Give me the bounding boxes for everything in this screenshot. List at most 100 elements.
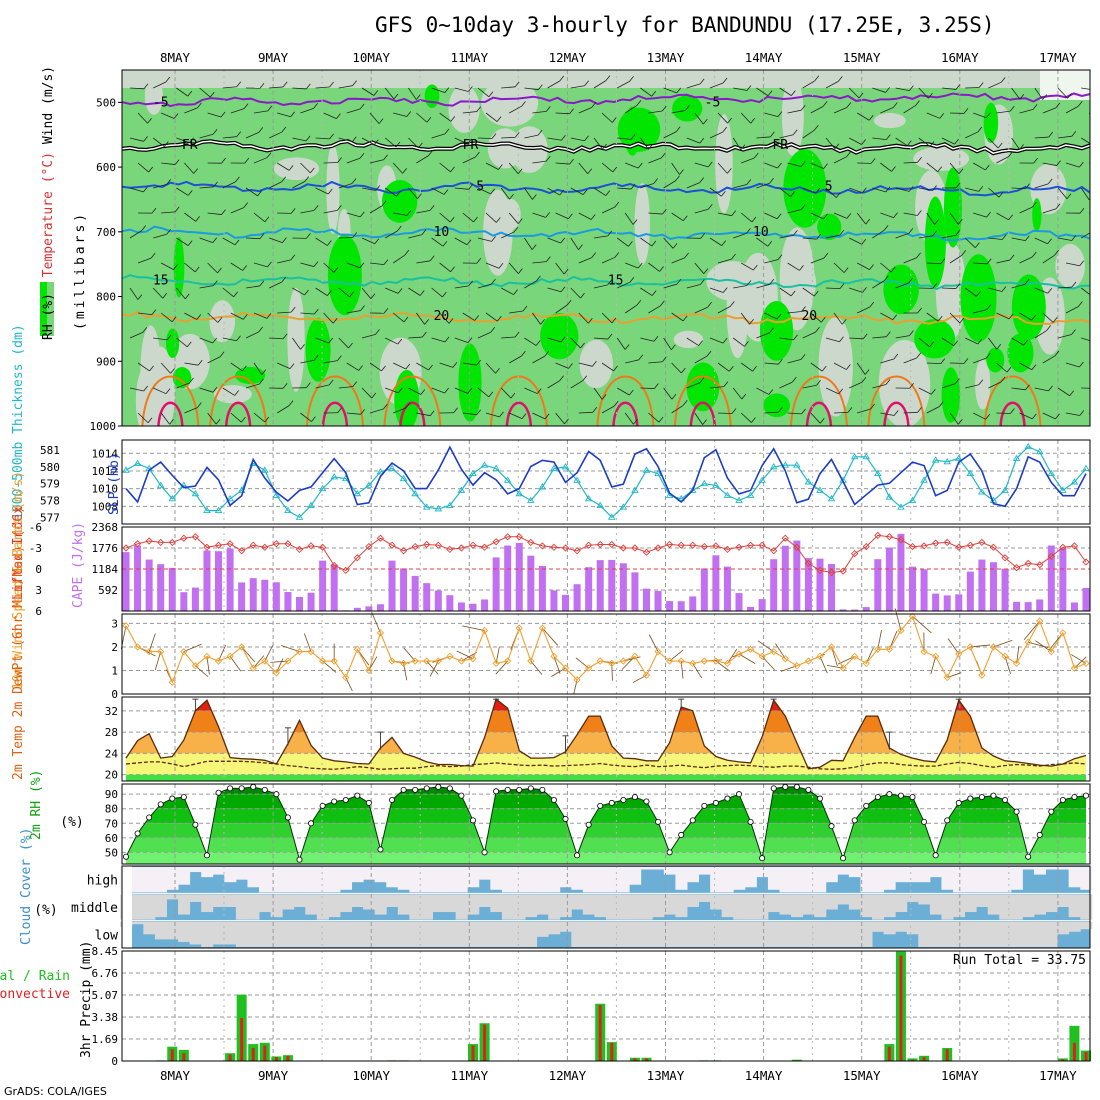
cloud-gap-middle <box>744 894 757 920</box>
wind-speed-point <box>145 648 153 656</box>
upper-wind-barb <box>926 112 940 119</box>
upper-wind-barb-flag <box>1031 201 1037 208</box>
cape-bar <box>203 550 211 611</box>
upper-wind-barb-flag <box>985 414 991 420</box>
lifted-index-point <box>746 541 755 549</box>
isotherm-label-20: 20 <box>801 309 817 324</box>
rh-moist-patch <box>327 234 362 316</box>
upper-wind-barb-flag <box>582 375 588 381</box>
rh-point <box>412 786 419 793</box>
isotherm-label--5: -5 <box>153 95 169 110</box>
upper-wind-barb-flag <box>658 416 664 423</box>
upper-wind-barb <box>292 87 307 90</box>
lifted-index-point <box>989 543 998 551</box>
upper-wind-barb-flag <box>986 352 991 359</box>
precip-convective-bar <box>240 1018 244 1061</box>
upper-wind-barb-flag <box>890 266 896 273</box>
upper-wind-barb <box>431 87 445 94</box>
date-bottom-17MAY: 17MAY <box>1039 1068 1077 1083</box>
upper-wind-barb-flag <box>189 377 194 384</box>
lifted-index-point <box>1047 552 1055 561</box>
isotherm-25-loop <box>983 375 1042 426</box>
upper-wind-barb <box>129 87 145 90</box>
upper-wind-barb-flag <box>509 194 514 200</box>
slp-tick-1008: 1008 <box>92 500 119 513</box>
wind-speed-point <box>527 657 535 665</box>
upper-wind-barb-flag <box>264 216 270 223</box>
upper-wind-barb-flag <box>985 164 990 171</box>
upper-wind-barb <box>756 87 769 97</box>
upper-wind-barb <box>903 161 918 164</box>
upper-wind-barb <box>277 259 291 264</box>
upper-wind-barb-flag <box>601 394 607 400</box>
upper-wind-barb <box>161 262 174 271</box>
upper-wind-barb <box>593 187 606 196</box>
rh-point <box>238 785 245 792</box>
thickness-point <box>1059 486 1067 493</box>
upper-wind-barb <box>532 212 546 218</box>
lifted-index-point <box>1012 563 1021 572</box>
upper-wind-barb <box>199 133 214 139</box>
isotherm-25-loop <box>789 375 848 426</box>
upper-wind-barb-flag <box>908 186 914 192</box>
upper-wind-barb <box>1042 254 1055 264</box>
cloud-gap-low <box>640 921 653 947</box>
upper-wind-barb-flag <box>497 315 502 322</box>
upper-wind-barb-flag <box>893 410 899 416</box>
upper-wind-barb-flag <box>360 409 366 415</box>
upper-wind-barb <box>276 405 290 414</box>
upper-wind-barb-flag <box>722 287 728 293</box>
lifted-index-point <box>261 543 269 551</box>
cloud-gap-high <box>1057 867 1070 870</box>
upper-wind-barb-flag <box>281 176 287 182</box>
lifted-index-point <box>1036 561 1044 569</box>
upper-wind-barb-flag <box>843 267 849 273</box>
upper-wind-barb-flag <box>397 288 403 294</box>
upper-wind-barb-flag <box>536 275 541 282</box>
wind-speed-point <box>226 652 234 660</box>
upper-wind-barb <box>740 412 752 423</box>
upper-wind-barb <box>895 335 910 339</box>
upper-wind-barb-flag <box>215 418 221 425</box>
thickness-tick-581: 581 <box>40 444 60 457</box>
cloud-gap-high <box>918 867 931 883</box>
upper-wind-barb <box>477 87 490 98</box>
upper-wind-barb-flag <box>909 383 914 389</box>
upper-wind-barb-flag <box>468 86 473 92</box>
cloud-gap-middle <box>710 894 723 910</box>
lifted-tick-6: 6 <box>35 605 42 618</box>
upper-wind-barb <box>833 411 849 414</box>
upper-wind-barb-flag <box>1095 337 1099 342</box>
upper-wind-barb-flag <box>823 213 828 220</box>
upper-wind-barb-flag <box>847 407 853 413</box>
cloud-gap-high <box>501 867 514 893</box>
rh-moist-patch <box>960 254 997 343</box>
upper-wind-barb <box>825 387 839 395</box>
upper-wind-barb <box>416 209 431 214</box>
cape-bar <box>666 601 674 611</box>
cloud-gap-middle <box>848 894 861 910</box>
surface-wind-barb <box>542 627 559 646</box>
wind-speed-point <box>492 659 500 668</box>
upper-wind-barb <box>849 237 862 245</box>
upper-wind-barb <box>253 412 266 423</box>
upper-wind-barb <box>779 187 791 197</box>
upper-wind-barb-flag <box>328 337 333 344</box>
upper-wind-barb-flag <box>862 187 867 193</box>
upper-wind-barb-flag <box>304 176 310 182</box>
upper-wind-barb-flag <box>1008 214 1013 221</box>
upper-wind-barb-flag <box>475 151 480 158</box>
isotherm-label--5: -5 <box>705 95 721 110</box>
upper-wind-barb <box>555 162 570 165</box>
upper-wind-barb-flag <box>1095 85 1099 90</box>
upper-wind-barb-flag <box>351 178 357 184</box>
upper-wind-barb-flag <box>776 213 782 220</box>
upper-wind-barb-flag <box>453 407 458 413</box>
wind-speed-point <box>122 622 130 630</box>
upper-wind-barb-flag <box>997 142 1003 149</box>
upper-wind-barb-flag <box>587 168 593 175</box>
precip-convective-bar <box>610 1042 614 1061</box>
upper-wind-barb-flag <box>242 265 247 271</box>
upper-wind-barb-flag <box>333 267 339 273</box>
wind-speed-point <box>538 624 547 632</box>
